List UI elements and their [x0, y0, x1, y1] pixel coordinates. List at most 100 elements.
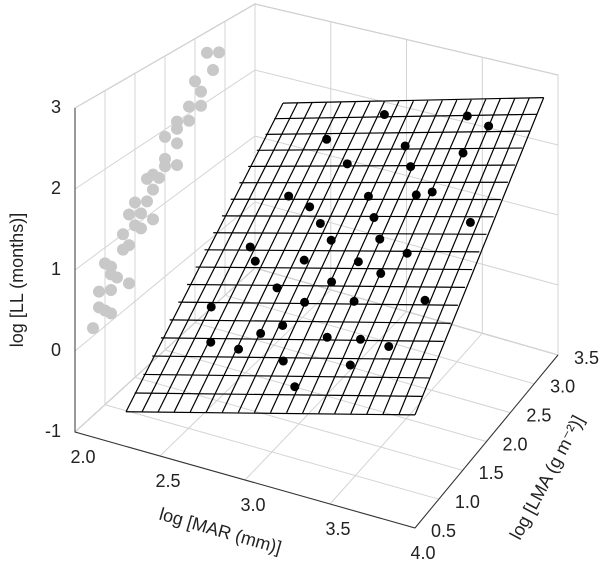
data-point: [234, 344, 244, 354]
data-point: [355, 334, 365, 344]
data-point: [345, 360, 355, 370]
shadow-point: [147, 183, 159, 196]
shadow-point: [195, 99, 207, 112]
z-axis-label: log [LL (months)]: [7, 213, 27, 347]
data-point: [369, 213, 379, 223]
fit-mesh-line: [204, 249, 480, 253]
axis-line: [414, 354, 559, 529]
grid-line: [74, 108, 416, 529]
data-point: [411, 190, 421, 200]
fit-mesh-line: [125, 411, 416, 416]
fit-mesh-line: [173, 102, 327, 413]
shadow-point: [117, 228, 129, 241]
data-point: [305, 202, 315, 212]
grid-line: [74, 267, 559, 433]
y-tick-label: 3.5: [574, 348, 599, 368]
z-tick-label: 3: [51, 97, 61, 117]
shadow-point: [183, 114, 195, 127]
shadow-point: [123, 277, 135, 290]
grid-line: [224, 21, 535, 385]
data-point: [322, 134, 332, 144]
z-tick-label: 2: [51, 178, 61, 198]
data-point: [315, 218, 325, 228]
shadow-point: [105, 268, 117, 281]
data-point: [299, 255, 309, 265]
fit-mesh-line: [282, 96, 544, 104]
data-point: [327, 277, 337, 287]
shadow-point: [171, 115, 183, 128]
fit-mesh-line: [160, 337, 444, 342]
fit-mesh-line: [195, 266, 473, 271]
shadow-point: [153, 171, 165, 184]
data-point: [245, 242, 255, 252]
data-point: [384, 341, 394, 351]
data-point: [427, 187, 437, 197]
shadow-point: [201, 46, 213, 59]
shadow-point: [159, 160, 171, 173]
fit-mesh-line: [143, 373, 430, 379]
fit-mesh-line: [221, 215, 494, 218]
fit-mesh-line: [302, 100, 443, 414]
y-tick-label: 1.0: [455, 492, 480, 512]
fit-mesh-line: [189, 102, 342, 413]
fit-mesh-line: [157, 102, 313, 413]
shadow-point: [171, 159, 183, 172]
shadow-point: [171, 137, 183, 150]
shadow-point: [135, 222, 147, 235]
data-point: [349, 296, 359, 306]
fit-mesh-line: [256, 147, 523, 151]
fit-mesh-line: [334, 99, 472, 414]
data-point: [290, 382, 300, 392]
data-point: [278, 356, 288, 366]
y-tick-label: 2.0: [503, 434, 528, 454]
data-point: [322, 332, 332, 342]
z-tick-label: 1: [51, 259, 61, 279]
data-point: [465, 217, 475, 227]
fit-mesh-line: [253, 101, 400, 413]
z-tick-label: 0: [51, 340, 61, 360]
fit-mesh-line: [205, 101, 356, 413]
shadow-point: [213, 46, 225, 59]
x-tick-label: 4.0: [410, 543, 435, 563]
fit-mesh-line: [187, 283, 466, 288]
grid-line: [74, 3, 559, 109]
shadow-point: [93, 285, 105, 298]
data-point: [250, 256, 260, 266]
fit-mesh-line: [125, 102, 284, 413]
shadow-point: [87, 322, 99, 335]
fit-mesh-line: [221, 101, 371, 413]
data-point: [342, 159, 352, 169]
shadow-point: [129, 196, 141, 209]
y-tick-label: 1.5: [479, 463, 504, 483]
data-point: [420, 295, 430, 305]
grid-line: [164, 56, 487, 442]
shadow-point: [123, 208, 135, 221]
data-point: [406, 162, 416, 172]
data-point: [484, 121, 494, 131]
fit-mesh-line: [178, 301, 458, 306]
y-axis-label: log [LMA (g m⁻²)]: [506, 412, 588, 543]
fit-mesh-line: [239, 181, 508, 184]
data-point: [284, 191, 294, 201]
y-tick-label: 2.5: [526, 405, 551, 425]
data-point: [458, 148, 468, 158]
x-tick-label: 3.5: [325, 519, 350, 539]
fit-mesh-line: [213, 232, 487, 235]
data-point: [379, 110, 389, 120]
shadow-point: [159, 130, 171, 143]
data-point: [278, 320, 288, 330]
x-tick-label: 3.0: [240, 495, 265, 515]
data-point: [363, 191, 373, 201]
shadow-point: [189, 75, 201, 88]
data-point: [300, 297, 310, 307]
fit-mesh-line: [152, 355, 437, 361]
y-tick-label: 0.5: [431, 521, 456, 541]
shadow-point: [105, 307, 117, 320]
shadow-point: [105, 284, 117, 296]
data-point: [272, 283, 282, 293]
grid-line: [74, 69, 559, 190]
shadow-point: [117, 243, 129, 256]
shadow-point: [99, 257, 111, 270]
fit-mesh-line: [248, 164, 516, 168]
